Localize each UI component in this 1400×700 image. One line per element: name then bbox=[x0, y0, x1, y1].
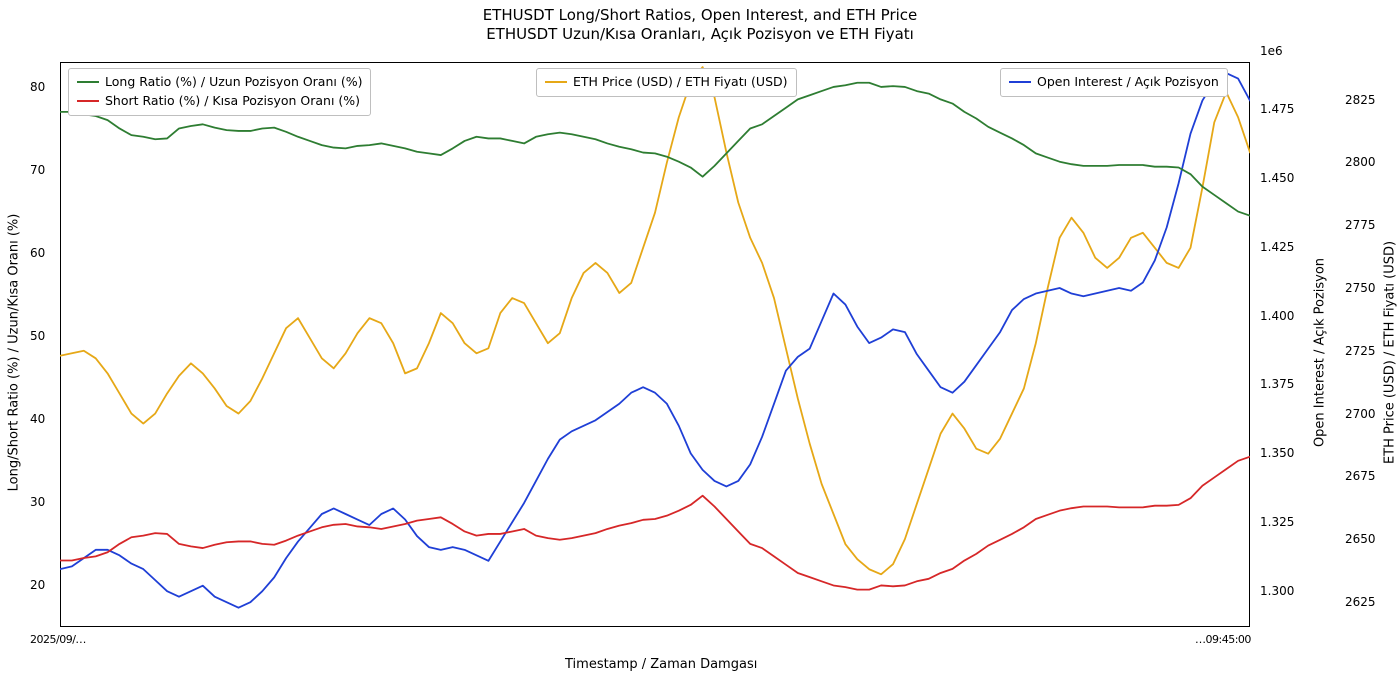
tick-label: 1.325 bbox=[1260, 515, 1294, 529]
tick-label: 1.425 bbox=[1260, 240, 1294, 254]
sci-notation-oi: 1e6 bbox=[1260, 44, 1283, 58]
y-axis-left-label: Long/Short Ratio (%) / Uzun/Kısa Oranı (… bbox=[7, 213, 22, 491]
legend-label: Short Ratio (%) / Kısa Pozisyon Oranı (%… bbox=[105, 92, 360, 111]
legend-swatch bbox=[1009, 81, 1031, 83]
chart-title: ETHUSDT Long/Short Ratios, Open Interest… bbox=[0, 6, 1400, 44]
tick-label: 40 bbox=[30, 412, 45, 426]
tick-label: 1.450 bbox=[1260, 171, 1294, 185]
legend-row: ETH Price (USD) / ETH Fiyatı (USD) bbox=[545, 73, 788, 92]
tick-label: 2825 bbox=[1345, 93, 1376, 107]
chart-container: ETHUSDT Long/Short Ratios, Open Interest… bbox=[0, 0, 1400, 700]
legend-left: Long Ratio (%) / Uzun Pozisyon Oranı (%)… bbox=[68, 68, 371, 116]
plot-area bbox=[60, 62, 1250, 627]
tick-label: 80 bbox=[30, 80, 45, 94]
legend-right: Open Interest / Açık Pozisyon bbox=[1000, 68, 1228, 97]
tick-label: 1.375 bbox=[1260, 377, 1294, 391]
tick-label: 1.400 bbox=[1260, 309, 1294, 323]
tick-label: 2800 bbox=[1345, 155, 1376, 169]
tick-label: 70 bbox=[30, 163, 45, 177]
tick-label: 50 bbox=[30, 329, 45, 343]
tick-label: 60 bbox=[30, 246, 45, 260]
tick-label: 1.475 bbox=[1260, 102, 1294, 116]
legend-swatch bbox=[77, 100, 99, 102]
y-axis-right2-label: ETH Price (USD) / ETH Fiyatı (USD) bbox=[1383, 240, 1398, 463]
legend-label: Open Interest / Açık Pozisyon bbox=[1037, 73, 1219, 92]
legend-row: Short Ratio (%) / Kısa Pozisyon Oranı (%… bbox=[77, 92, 362, 111]
tick-label: 30 bbox=[30, 495, 45, 509]
legend-swatch bbox=[545, 81, 567, 83]
tick-label: 2625 bbox=[1345, 595, 1376, 609]
tick-label: 20 bbox=[30, 578, 45, 592]
tick-label: 2725 bbox=[1345, 344, 1376, 358]
legend-row: Long Ratio (%) / Uzun Pozisyon Oranı (%) bbox=[77, 73, 362, 92]
x-axis-label: Timestamp / Zaman Damgası bbox=[565, 657, 757, 672]
legend-swatch bbox=[77, 81, 99, 83]
legend-mid: ETH Price (USD) / ETH Fiyatı (USD) bbox=[536, 68, 797, 97]
legend-label: ETH Price (USD) / ETH Fiyatı (USD) bbox=[573, 73, 788, 92]
tick-label: 2775 bbox=[1345, 218, 1376, 232]
title-line-1: ETHUSDT Long/Short Ratios, Open Interest… bbox=[0, 6, 1400, 25]
tick-label: 2650 bbox=[1345, 532, 1376, 546]
legend-row: Open Interest / Açık Pozisyon bbox=[1009, 73, 1219, 92]
tick-label: 2750 bbox=[1345, 281, 1376, 295]
tick-label: 1.350 bbox=[1260, 446, 1294, 460]
legend-label: Long Ratio (%) / Uzun Pozisyon Oranı (%) bbox=[105, 73, 362, 92]
title-line-2: ETHUSDT Uzun/Kısa Oranları, Açık Pozisyo… bbox=[0, 25, 1400, 44]
x-ticks-left: 2025/09/… bbox=[30, 633, 86, 646]
x-ticks-right: …09:45:00 bbox=[1195, 633, 1251, 646]
tick-label: 2700 bbox=[1345, 407, 1376, 421]
tick-label: 1.300 bbox=[1260, 584, 1294, 598]
y-axis-right1-label: Open Interest / Açık Pozisyon bbox=[1313, 257, 1328, 446]
tick-label: 2675 bbox=[1345, 469, 1376, 483]
